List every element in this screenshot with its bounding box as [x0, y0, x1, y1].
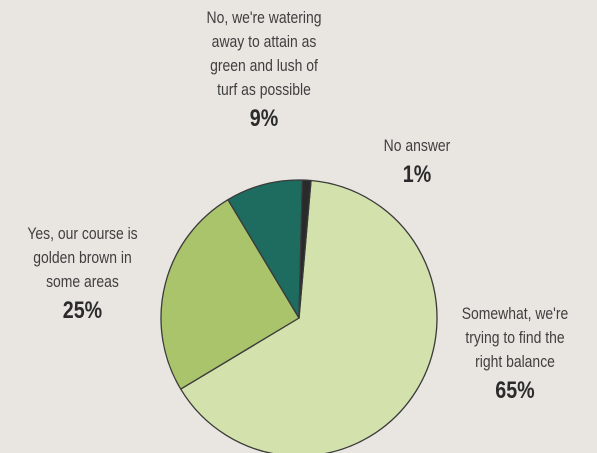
- label-no-answer-text: No answer: [383, 136, 451, 155]
- label-somewhat-value: 65%: [495, 377, 535, 404]
- label-watering-text: No, we're watering away to attain as gre…: [206, 8, 322, 99]
- slice-somewhat: [180, 179, 438, 453]
- label-yes-golden-value: 25%: [62, 297, 103, 324]
- label-no-answer: No answer 1%: [364, 134, 471, 190]
- label-yes-golden-text: Yes, our course is golden brown in some …: [27, 224, 138, 291]
- label-watering-value: 9%: [249, 105, 279, 132]
- label-somewhat: Somewhat, we're trying to find the right…: [445, 302, 584, 406]
- label-yes-golden: Yes, our course is golden brown in some …: [15, 222, 150, 326]
- label-somewhat-text: Somewhat, we're trying to find the right…: [461, 304, 569, 371]
- pie-slices: [160, 179, 438, 453]
- label-no-answer-value: 1%: [402, 161, 432, 188]
- slice-no-answer: [298, 179, 312, 319]
- label-watering: No, we're watering away to attain as gre…: [192, 6, 336, 134]
- slice-yes-golden: [160, 199, 300, 390]
